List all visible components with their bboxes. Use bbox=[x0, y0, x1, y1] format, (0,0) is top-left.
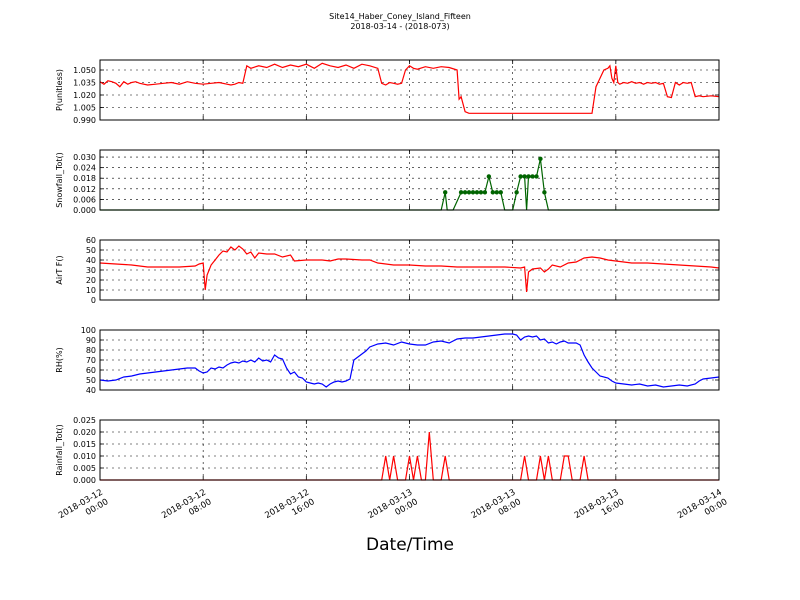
series-point bbox=[486, 174, 492, 179]
series-point bbox=[538, 156, 543, 162]
series-point bbox=[470, 190, 476, 195]
y-tick-label: 0.000 bbox=[73, 476, 96, 485]
y-tick-label: 0.018 bbox=[73, 174, 96, 183]
series-point bbox=[474, 190, 480, 195]
y-tick-label: 0.005 bbox=[73, 464, 96, 473]
series-line bbox=[100, 158, 719, 211]
series-line bbox=[99, 62, 720, 114]
panel-frame bbox=[99, 239, 720, 301]
y-tick-label: 20 bbox=[86, 276, 96, 285]
y-tick-label: 0.015 bbox=[73, 440, 96, 449]
figure-title: Site14_Haber_Coney_Island_Fifteen bbox=[329, 12, 471, 21]
series-point bbox=[462, 190, 468, 195]
series-line bbox=[99, 333, 720, 388]
y-tick-label: 0.024 bbox=[73, 164, 96, 173]
y-tick-label: 60 bbox=[86, 236, 96, 245]
y-axis-label: P(unitless) bbox=[55, 69, 64, 111]
y-tick-label: 90 bbox=[86, 336, 96, 345]
panel-1: 0.990 1.005 1.020 1.035 1.050 P(unitless) bbox=[55, 59, 720, 125]
y-tick-label: 0 bbox=[91, 296, 96, 305]
y-tick-label: 30 bbox=[86, 266, 96, 275]
figure-subtitle: 2018-03-14 - (2018-073) bbox=[350, 22, 449, 31]
series-line bbox=[99, 245, 720, 293]
y-tick-label: 0.012 bbox=[73, 185, 96, 194]
y-axis-label: Snowfall_Tot() bbox=[55, 152, 64, 208]
y-tick-label: 1.035 bbox=[73, 79, 96, 88]
panel-frame bbox=[99, 59, 720, 121]
y-tick-label: 1.050 bbox=[73, 66, 96, 75]
y-tick-label: 10 bbox=[86, 286, 96, 295]
series-point bbox=[498, 190, 503, 195]
series-point bbox=[534, 174, 539, 179]
series-point bbox=[443, 190, 448, 195]
y-tick-label: 0.006 bbox=[73, 195, 96, 204]
y-tick-label: 70 bbox=[86, 356, 96, 365]
y-tick-label: 0.020 bbox=[73, 428, 96, 437]
series-point bbox=[490, 190, 496, 195]
panel-5: 0.000 0.005 0.010 0.015 0.020 0.025 Rainfall_T… bbox=[55, 416, 720, 485]
y-tick-label: 60 bbox=[86, 366, 96, 375]
y-tick-label: 1.005 bbox=[73, 104, 96, 113]
series-point bbox=[466, 190, 472, 195]
y-tick-label: 40 bbox=[86, 256, 96, 265]
y-axis-label: Rainfall_Tot() bbox=[55, 424, 64, 476]
series-point bbox=[478, 190, 484, 195]
series-point bbox=[526, 174, 531, 179]
y-tick-label: 50 bbox=[86, 246, 96, 255]
series-point bbox=[518, 174, 523, 179]
series-point bbox=[458, 190, 464, 195]
y-tick-label: 1.020 bbox=[73, 91, 96, 100]
panel-frame bbox=[99, 149, 720, 211]
x-axis-label: Date/Time bbox=[366, 535, 454, 555]
series-point bbox=[542, 190, 547, 195]
y-tick-label: 0.010 bbox=[73, 452, 96, 461]
y-tick-label: 0.990 bbox=[73, 116, 96, 125]
y-tick-label: 40 bbox=[86, 386, 96, 395]
series-point bbox=[514, 190, 519, 195]
y-axis-label: RH(%) bbox=[55, 347, 64, 372]
panel-frame bbox=[99, 329, 720, 391]
panel-frame bbox=[99, 419, 720, 481]
y-tick-label: 0.030 bbox=[73, 153, 96, 162]
series-point bbox=[482, 190, 488, 195]
series-point bbox=[522, 174, 527, 179]
series-point bbox=[530, 174, 535, 179]
y-tick-label: 50 bbox=[86, 376, 96, 385]
y-tick-label: 0.000 bbox=[73, 206, 96, 215]
y-tick-label: 0.025 bbox=[73, 416, 96, 425]
panels: 0.990 1.005 1.020 1.035 1.050 P(unitless) 0.00… bbox=[55, 59, 720, 485]
series-point bbox=[494, 190, 499, 195]
y-tick-label: 80 bbox=[86, 346, 96, 355]
y-axis-label: AirT F() bbox=[55, 255, 64, 284]
y-tick-label: 100 bbox=[81, 326, 96, 335]
